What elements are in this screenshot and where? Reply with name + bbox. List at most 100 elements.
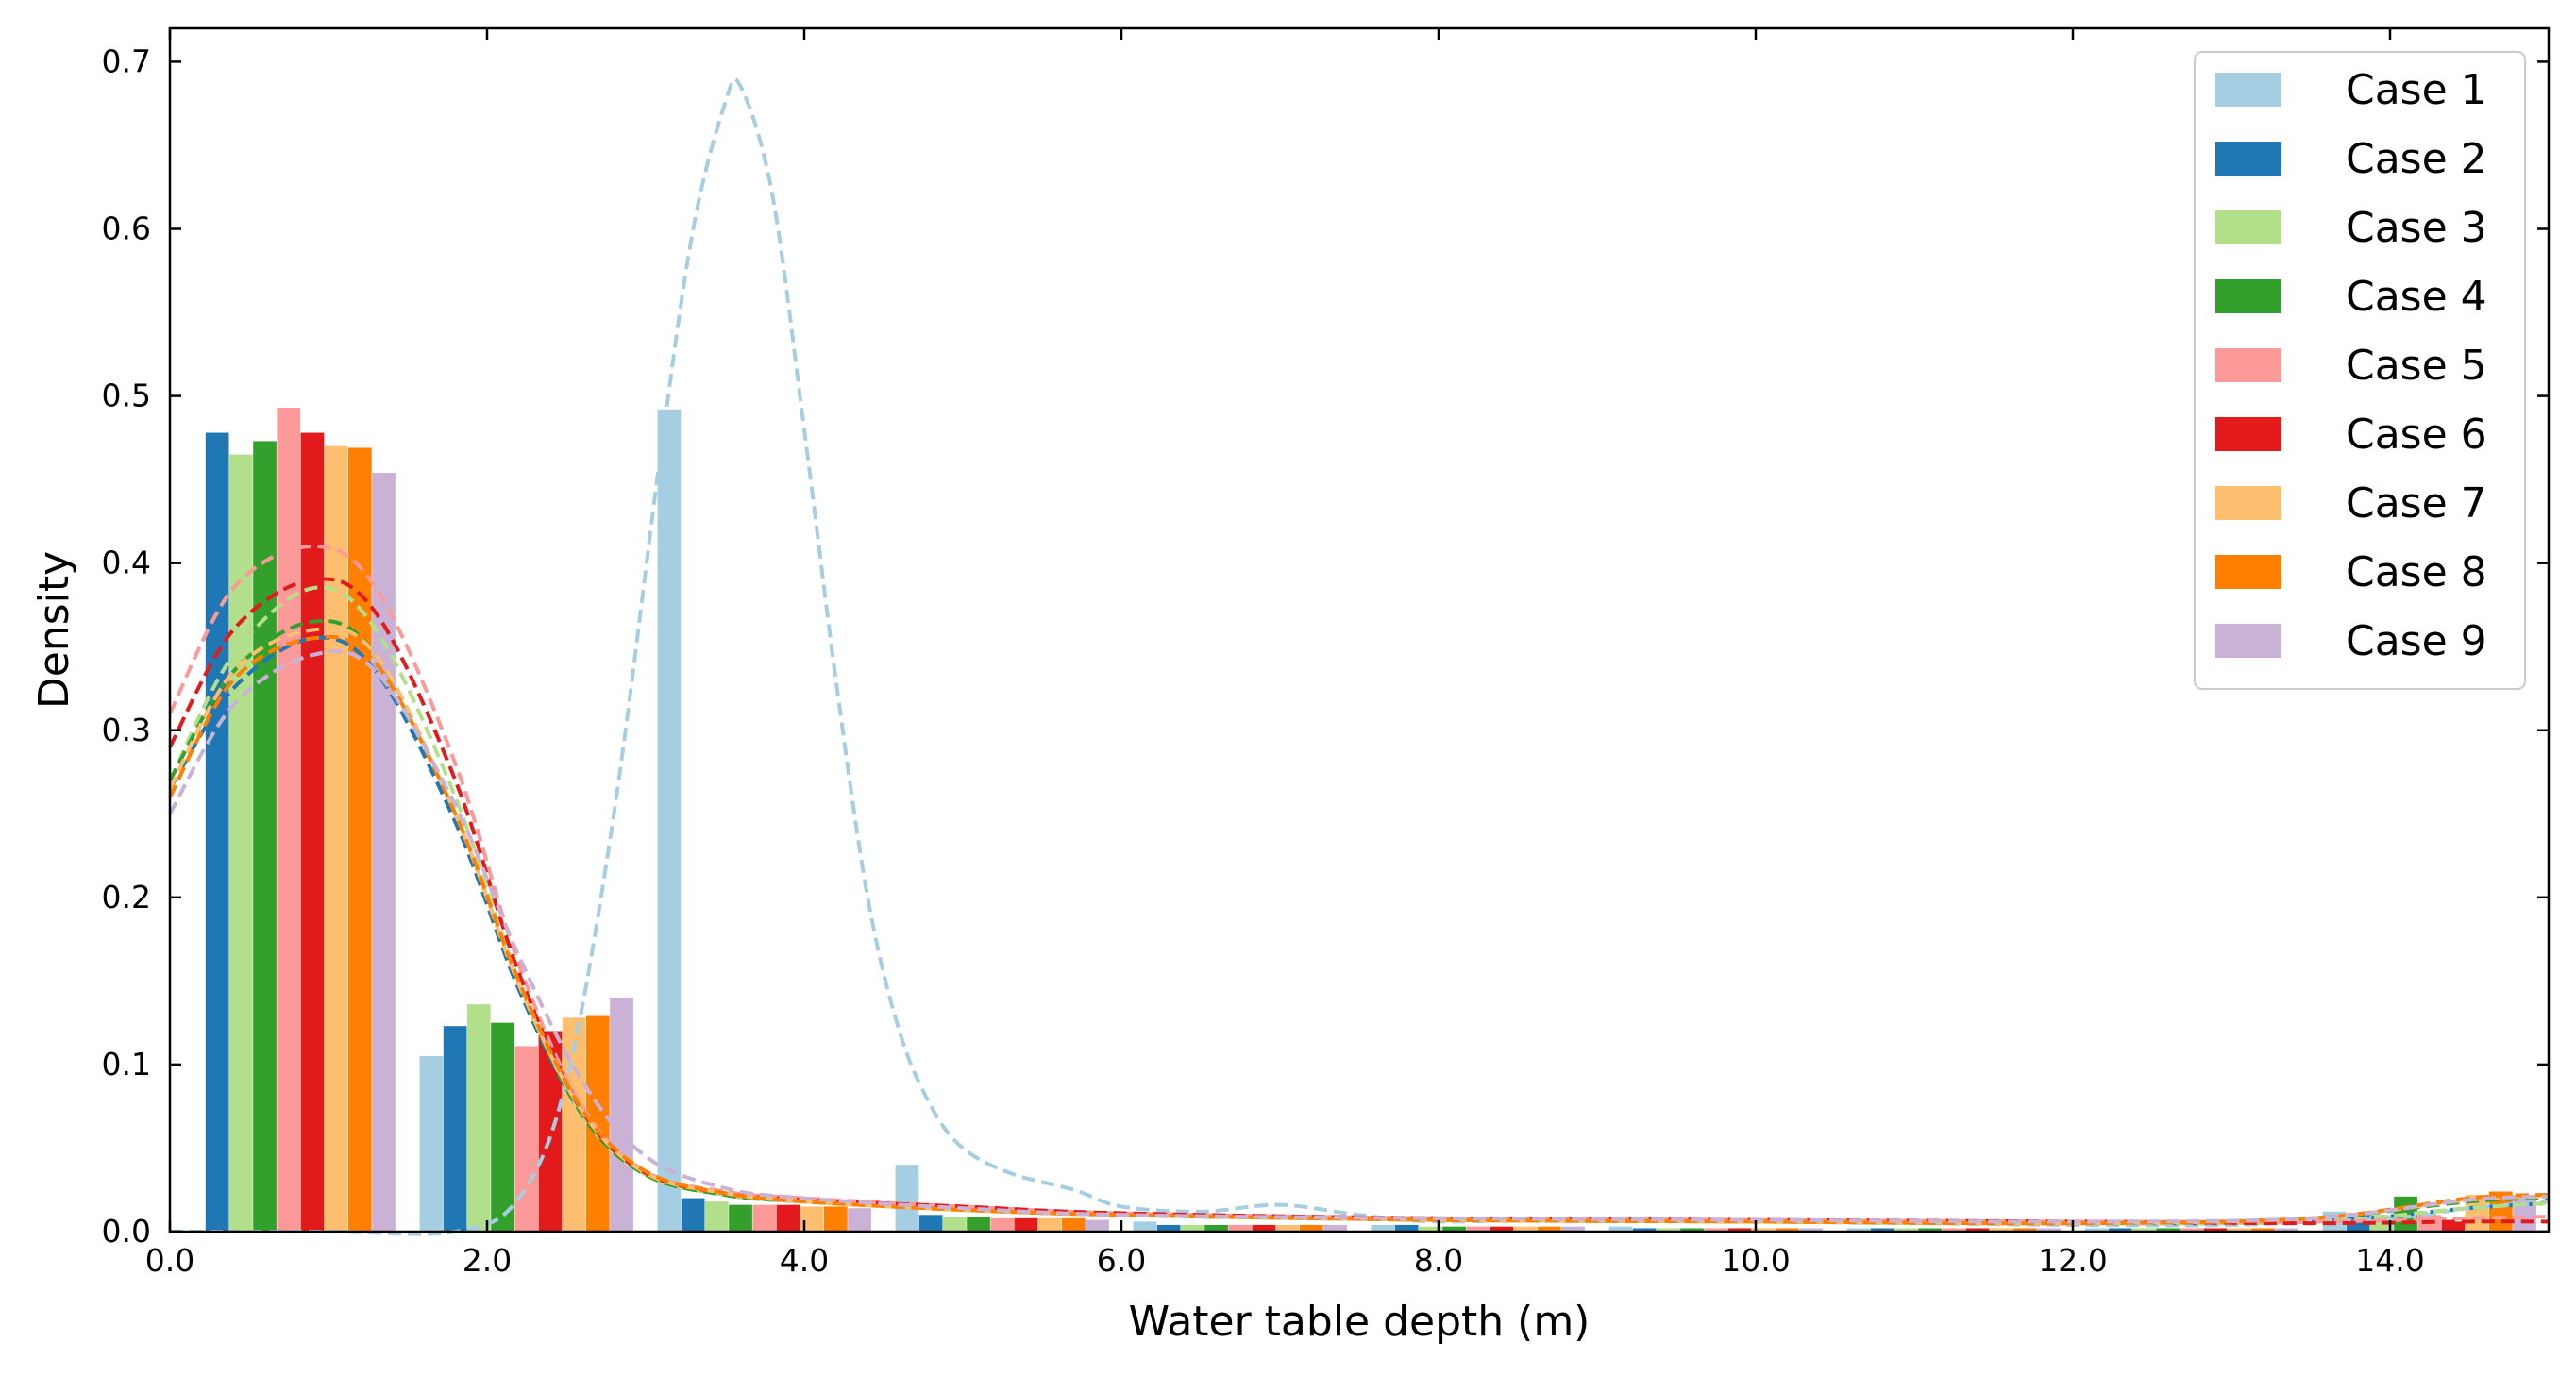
- bar-case-1-bin-6: [1608, 1226, 1633, 1232]
- bar-case-2-bin-8: [2108, 1228, 2132, 1232]
- y-axis-ticks: 0.0 0.1 0.2 0.3 0.4 0.5 0.6 0.7: [102, 42, 2549, 1250]
- kde-line-case-6: [168, 577, 2550, 1226]
- bar-case-8-bin-6: [1776, 1228, 1799, 1232]
- x-tick-label: 4.0: [780, 1242, 829, 1279]
- y-tick-label: 0.1: [102, 1046, 151, 1082]
- legend-label: Case 4: [2346, 273, 2487, 321]
- bar-case-3-bin-8: [2132, 1228, 2156, 1232]
- x-axis-title: Water table depth (m): [1129, 1298, 1591, 1346]
- bar-case-9-bin-4: [1323, 1224, 1347, 1232]
- legend: Case 1 Case 2 Case 3 Case 4 Case 5 Case 6 Case…: [2194, 51, 2526, 690]
- bar-case-9-bin-1: [610, 998, 633, 1232]
- bar-case-7-bin-5: [1513, 1226, 1538, 1232]
- bar-case-6-bin-9: [2441, 1221, 2466, 1232]
- bar-case-3-bin-6: [1657, 1228, 1680, 1232]
- bar-case-3-bin-4: [1181, 1224, 1204, 1232]
- bar-case-5-bin-5: [1466, 1226, 1490, 1232]
- bar-case-5-bin-3: [990, 1217, 1015, 1232]
- bar-case-3-bin-2: [705, 1201, 729, 1232]
- bar-case-4-bin-2: [729, 1204, 752, 1232]
- y-tick-label: 0.4: [102, 545, 151, 581]
- legend-swatch: [2215, 486, 2281, 520]
- legend-label: Case 9: [2346, 617, 2487, 665]
- bar-case-1-bin-1: [419, 1056, 444, 1232]
- legend-swatch: [2215, 73, 2281, 107]
- bar-case-9-bin-3: [1086, 1219, 1109, 1232]
- bar-case-5-bin-7: [1942, 1228, 1966, 1232]
- y-tick-label: 0.2: [102, 879, 151, 915]
- y-tick-label: 0.5: [102, 378, 151, 414]
- legend-swatch: [2215, 142, 2281, 176]
- bar-case-4-bin-6: [1680, 1228, 1704, 1232]
- bar-case-8-bin-4: [1300, 1224, 1323, 1232]
- bar-case-9-bin-0: [372, 473, 396, 1233]
- bar-case-8-bin-7: [2013, 1228, 2037, 1232]
- plot-frame: [168, 26, 2551, 1233]
- kde-line-case-8: [168, 634, 2550, 1226]
- bar-case-3-bin-3: [943, 1217, 967, 1232]
- bar-case-4-bin-1: [491, 1022, 514, 1232]
- bar-case-3-bin-1: [467, 1004, 491, 1232]
- bar-case-1-bin-4: [1133, 1221, 1157, 1232]
- bar-case-1-bin-8: [2084, 1228, 2109, 1232]
- x-tick-label: 10.0: [1721, 1242, 1790, 1279]
- bar-case-2-bin-2: [681, 1198, 705, 1232]
- bar-case-6-bin-4: [1252, 1224, 1276, 1232]
- bar-case-5-bin-2: [752, 1204, 777, 1232]
- x-axis-ticks: 0.0 2.0 4.0 6.0 8.0 10.0 12.0 14.0: [145, 28, 2425, 1279]
- bar-case-9-bin-8: [2275, 1228, 2298, 1232]
- bar-case-4-bin-4: [1204, 1224, 1228, 1232]
- bar-case-5-bin-8: [2180, 1228, 2204, 1232]
- bar-case-4-bin-7: [1918, 1228, 1942, 1232]
- kde-line-case-5: [168, 544, 2550, 1224]
- bar-case-7-bin-3: [1037, 1217, 1062, 1232]
- bar-case-5-bin-1: [514, 1046, 539, 1232]
- bar-case-6-bin-8: [2203, 1228, 2228, 1232]
- bar-case-4-bin-8: [2156, 1228, 2180, 1232]
- bar-case-3-bin-5: [1419, 1226, 1442, 1232]
- legend-swatch: [2215, 348, 2281, 382]
- bar-case-7-bin-4: [1275, 1224, 1300, 1232]
- y-tick-label: 0.3: [102, 712, 151, 748]
- x-tick-label: 12.0: [2038, 1242, 2107, 1279]
- bar-case-4-bin-0: [253, 441, 277, 1232]
- bar-case-7-bin-0: [324, 445, 348, 1232]
- histogram-bars: [205, 407, 2536, 1233]
- y-tick-label: 0.0: [102, 1213, 151, 1250]
- legend-swatch: [2215, 624, 2281, 658]
- bar-case-2-bin-4: [1156, 1224, 1181, 1232]
- kde-curves: [168, 76, 2550, 1236]
- legend-swatch: [2215, 210, 2281, 244]
- bar-case-7-bin-6: [1751, 1228, 1776, 1232]
- bar-case-1-bin-3: [895, 1165, 919, 1232]
- bar-case-2-bin-6: [1632, 1228, 1657, 1232]
- bar-case-6-bin-7: [1965, 1228, 1990, 1232]
- legend-label: Case 3: [2346, 204, 2487, 252]
- legend-label: Case 6: [2346, 411, 2487, 459]
- y-tick-label: 0.6: [102, 210, 151, 247]
- bar-case-9-bin-2: [848, 1208, 871, 1232]
- bar-case-6-bin-5: [1490, 1226, 1514, 1232]
- legend-label: Case 7: [2346, 479, 2487, 528]
- legend-swatch: [2215, 417, 2281, 451]
- bar-case-5-bin-6: [1704, 1228, 1728, 1232]
- bar-case-9-bin-5: [1561, 1226, 1585, 1232]
- bar-case-3-bin-7: [1894, 1228, 1918, 1232]
- bar-case-8-bin-5: [1538, 1226, 1561, 1232]
- x-tick-label: 14.0: [2355, 1242, 2424, 1279]
- bar-case-6-bin-6: [1727, 1228, 1752, 1232]
- y-tick-label: 0.7: [102, 42, 151, 79]
- bar-case-8-bin-2: [824, 1206, 848, 1232]
- bar-case-2-bin-7: [1870, 1228, 1894, 1232]
- bar-case-5-bin-4: [1228, 1224, 1253, 1232]
- bar-case-8-bin-3: [1062, 1217, 1086, 1232]
- x-tick-label: 8.0: [1414, 1242, 1463, 1279]
- bar-case-1-bin-2: [657, 409, 682, 1232]
- legend-label: Case 2: [2346, 135, 2487, 183]
- bar-case-4-bin-5: [1442, 1226, 1466, 1232]
- y-axis-title: Density: [30, 551, 78, 709]
- x-tick-label: 0.0: [145, 1242, 194, 1279]
- bar-case-2-bin-1: [443, 1026, 467, 1232]
- x-tick-label: 2.0: [463, 1242, 512, 1279]
